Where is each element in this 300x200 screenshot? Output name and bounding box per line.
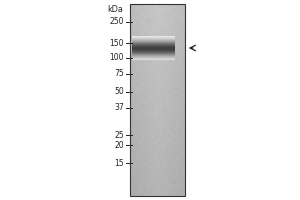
Text: 150: 150 [110,38,124,47]
Bar [130,4,185,196]
Text: 37: 37 [114,104,124,112]
Text: 20: 20 [114,140,124,150]
Text: 250: 250 [110,18,124,26]
Text: 100: 100 [110,53,124,62]
Text: kDa: kDa [107,5,123,14]
Text: 25: 25 [114,130,124,140]
Text: 50: 50 [114,88,124,97]
Text: 15: 15 [114,158,124,168]
Text: 75: 75 [114,70,124,78]
